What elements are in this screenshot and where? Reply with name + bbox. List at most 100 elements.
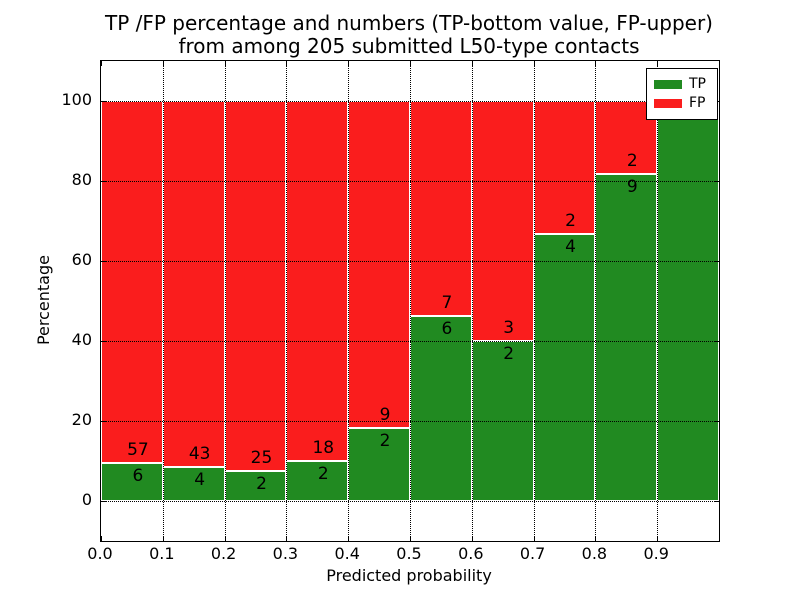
x-tick-bottom [471,536,473,541]
gridline-y [101,101,719,102]
chart-title: TP /FP percentage and numbers (TP-bottom… [9,12,800,58]
fp-count-label: 2 [565,211,576,232]
bar-fp-segment [286,101,349,461]
tp-count-label: 6 [441,319,453,340]
fp-count-label: 43 [188,443,211,464]
y-tick-label: 100 [61,90,92,109]
bar-tp-segment [595,173,658,501]
x-tick-bottom [533,536,535,541]
x-tick-bottom [348,536,350,541]
gridline-x [595,61,597,541]
bar-fp-segment [471,101,534,341]
x-tick-top [101,61,102,66]
bar-tp-segment [162,466,225,501]
x-tick-top [471,61,473,66]
tp-count-label: 2 [256,474,267,495]
x-tick-label: 0.1 [149,544,175,563]
fp-count-label: 57 [127,439,149,460]
y-tick-left [101,181,106,182]
tp-count-label: 4 [565,237,576,258]
legend-item: FP [647,96,717,111]
fp-count-label: 18 [312,438,335,458]
y-tick-right [714,261,719,262]
y-tick-label: 80 [71,170,92,189]
y-tick-left [101,101,106,102]
y-tick-label: 20 [71,410,92,429]
gridline-x [533,61,535,541]
tp-count-label: 4 [194,469,206,490]
gridline-x [471,61,473,541]
fp-count-label: 25 [250,448,273,469]
x-tick-bottom [101,536,102,541]
chart-title-line1: TP /FP percentage and numbers (TP-bottom… [105,11,713,35]
tp-count-label: 2 [317,464,329,484]
x-tick-bottom [286,536,288,541]
fp-count-label: 2 [626,150,638,171]
x-tick-top [533,61,535,66]
y-tick-right [714,421,719,422]
x-tick-top [410,61,411,66]
x-tick-label: 0.6 [458,544,484,563]
gridline-x [286,61,288,541]
tp-count-label: 9 [626,176,638,197]
x-tick-label: 0.2 [210,544,237,563]
fp-count-label: 7 [441,293,453,314]
x-tick-top [162,61,164,66]
bar-fp-segment [224,101,287,472]
y-tick-right [714,501,719,502]
x-tick-label: 0.9 [643,544,669,563]
x-tick-bottom [224,536,226,541]
y-tick-label: 0 [81,490,92,509]
y-tick-left [101,501,106,502]
legend-swatch-tp [654,80,682,89]
x-tick-bottom [162,536,164,541]
tp-count-label: 6 [132,465,144,486]
x-tick-top [286,61,288,66]
gridline-y [101,421,719,422]
bar-tp-segment [410,316,472,501]
bar-tp-segment [657,101,719,501]
bar-tp-segment [101,462,163,501]
x-axis-label: Predicted probability [326,566,492,585]
bar-fp-segment [410,101,472,317]
x-tick-label: 0.0 [87,544,113,563]
y-tick-right [714,341,719,342]
x-tick-top [348,61,350,66]
fp-count-label: 3 [503,318,515,338]
x-tick-label: 0.4 [334,544,360,563]
x-tick-label: 0.8 [581,544,608,563]
gridline-x [348,61,350,541]
gridline-y [101,341,719,342]
gridline-x [657,61,659,541]
bar-fp-segment [348,101,410,429]
y-tick-left [101,421,106,422]
x-tick-bottom [595,536,597,541]
gridline-y [101,501,719,502]
gridline-x [162,61,164,541]
bar-fp-segment [162,101,225,467]
y-axis-label: Percentage [34,255,53,346]
gridline-x [224,61,226,541]
gridline-y [101,181,719,182]
x-tick-top [595,61,597,66]
x-tick-label: 0.7 [519,544,546,563]
bar-fp-segment [101,101,163,463]
legend-label-tp: TP [689,76,706,92]
legend-swatch-fp [654,99,682,108]
gridline-y [101,261,719,262]
x-tick-bottom [410,536,411,541]
legend: TP FP [646,68,718,120]
x-tick-top [224,61,226,66]
tp-count-label: 2 [379,431,391,452]
x-tick-bottom [657,536,659,541]
y-tick-label: 40 [71,330,92,349]
x-tick-label: 0.3 [272,544,299,563]
bar-tp-segment [286,461,349,501]
y-tick-left [101,261,106,262]
y-tick-left [101,341,106,342]
chart-title-line2: from among 205 submitted L50-type contac… [178,34,640,58]
y-tick-label: 60 [71,250,92,269]
legend-label-fp: FP [689,95,706,111]
